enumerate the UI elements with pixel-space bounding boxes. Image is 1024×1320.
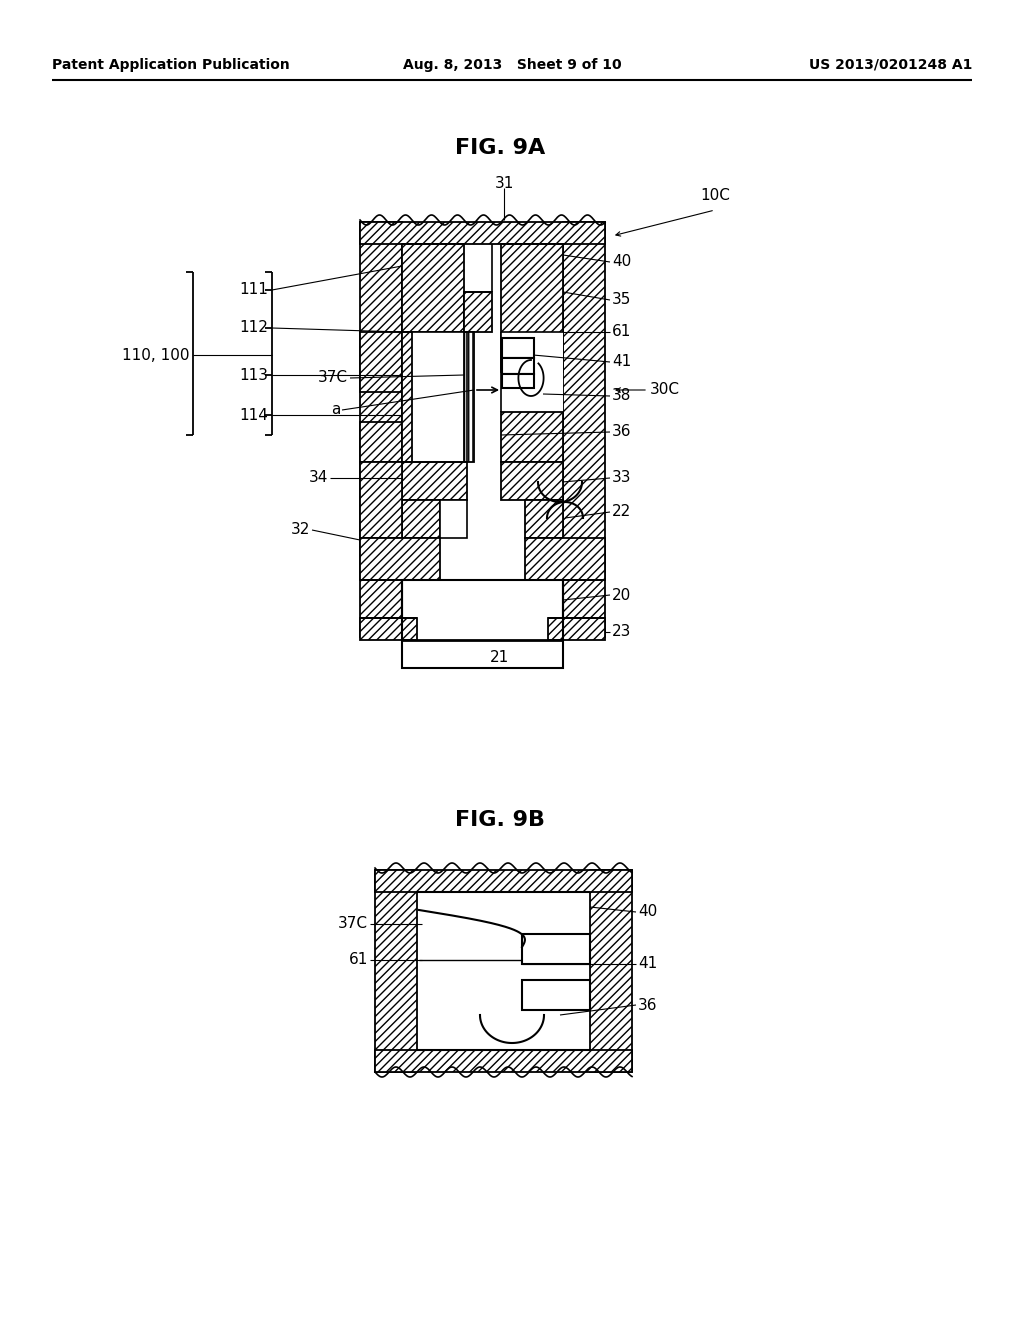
- Bar: [440, 500, 467, 539]
- Text: US 2013/0201248 A1: US 2013/0201248 A1: [809, 58, 972, 73]
- Text: 110, 100: 110, 100: [123, 347, 190, 363]
- Bar: [360, 462, 402, 539]
- Text: a: a: [331, 403, 340, 417]
- Text: 113: 113: [239, 367, 268, 383]
- Bar: [502, 358, 534, 374]
- Text: FIG. 9A: FIG. 9A: [455, 139, 545, 158]
- Bar: [360, 222, 402, 638]
- Text: 23: 23: [612, 624, 632, 639]
- Text: 41: 41: [612, 355, 631, 370]
- Text: 35: 35: [612, 293, 632, 308]
- Text: 20: 20: [612, 587, 631, 602]
- Text: 61: 61: [348, 953, 368, 968]
- Text: 36: 36: [612, 425, 632, 440]
- Text: 114: 114: [240, 408, 268, 422]
- Text: 31: 31: [495, 176, 514, 190]
- Text: 41: 41: [638, 957, 657, 972]
- Bar: [525, 539, 605, 579]
- Text: 37C: 37C: [338, 916, 368, 932]
- Text: 30C: 30C: [650, 383, 680, 397]
- Bar: [501, 462, 563, 500]
- Text: 40: 40: [638, 904, 657, 920]
- Bar: [402, 333, 412, 462]
- Text: 112: 112: [240, 321, 268, 335]
- Text: 61: 61: [612, 325, 632, 339]
- Text: 32: 32: [291, 523, 310, 537]
- Text: Patent Application Publication: Patent Application Publication: [52, 58, 290, 73]
- Text: Aug. 8, 2013   Sheet 9 of 10: Aug. 8, 2013 Sheet 9 of 10: [402, 58, 622, 73]
- Bar: [522, 979, 590, 1010]
- Bar: [590, 870, 632, 1072]
- Bar: [360, 618, 417, 640]
- Bar: [501, 244, 563, 372]
- Bar: [402, 500, 440, 539]
- Bar: [360, 333, 402, 392]
- Bar: [464, 333, 474, 462]
- Bar: [501, 333, 563, 412]
- Bar: [360, 422, 402, 462]
- Bar: [525, 500, 563, 539]
- Bar: [402, 244, 464, 333]
- Text: 22: 22: [612, 504, 631, 520]
- Bar: [522, 935, 590, 964]
- Text: 36: 36: [638, 998, 657, 1012]
- Text: 21: 21: [490, 651, 509, 665]
- Bar: [402, 462, 467, 500]
- Text: 33: 33: [612, 470, 632, 486]
- Bar: [464, 292, 492, 333]
- Bar: [402, 579, 563, 668]
- Text: 40: 40: [612, 255, 631, 269]
- Bar: [548, 618, 605, 640]
- Bar: [563, 222, 605, 638]
- Bar: [360, 222, 605, 244]
- Text: 38: 38: [612, 388, 632, 404]
- Bar: [375, 1049, 632, 1072]
- Bar: [375, 870, 632, 892]
- Bar: [402, 333, 467, 462]
- Bar: [375, 870, 417, 1072]
- Text: 34: 34: [308, 470, 328, 486]
- Bar: [502, 374, 534, 388]
- Text: FIG. 9B: FIG. 9B: [455, 810, 545, 830]
- Bar: [360, 539, 440, 579]
- Bar: [501, 412, 563, 462]
- Text: 37C: 37C: [318, 371, 348, 385]
- Text: 10C: 10C: [700, 187, 730, 202]
- Bar: [502, 338, 534, 358]
- Text: 111: 111: [240, 282, 268, 297]
